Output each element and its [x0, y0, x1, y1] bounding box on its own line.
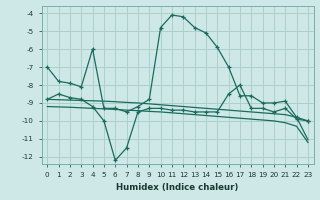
X-axis label: Humidex (Indice chaleur): Humidex (Indice chaleur) — [116, 183, 239, 192]
